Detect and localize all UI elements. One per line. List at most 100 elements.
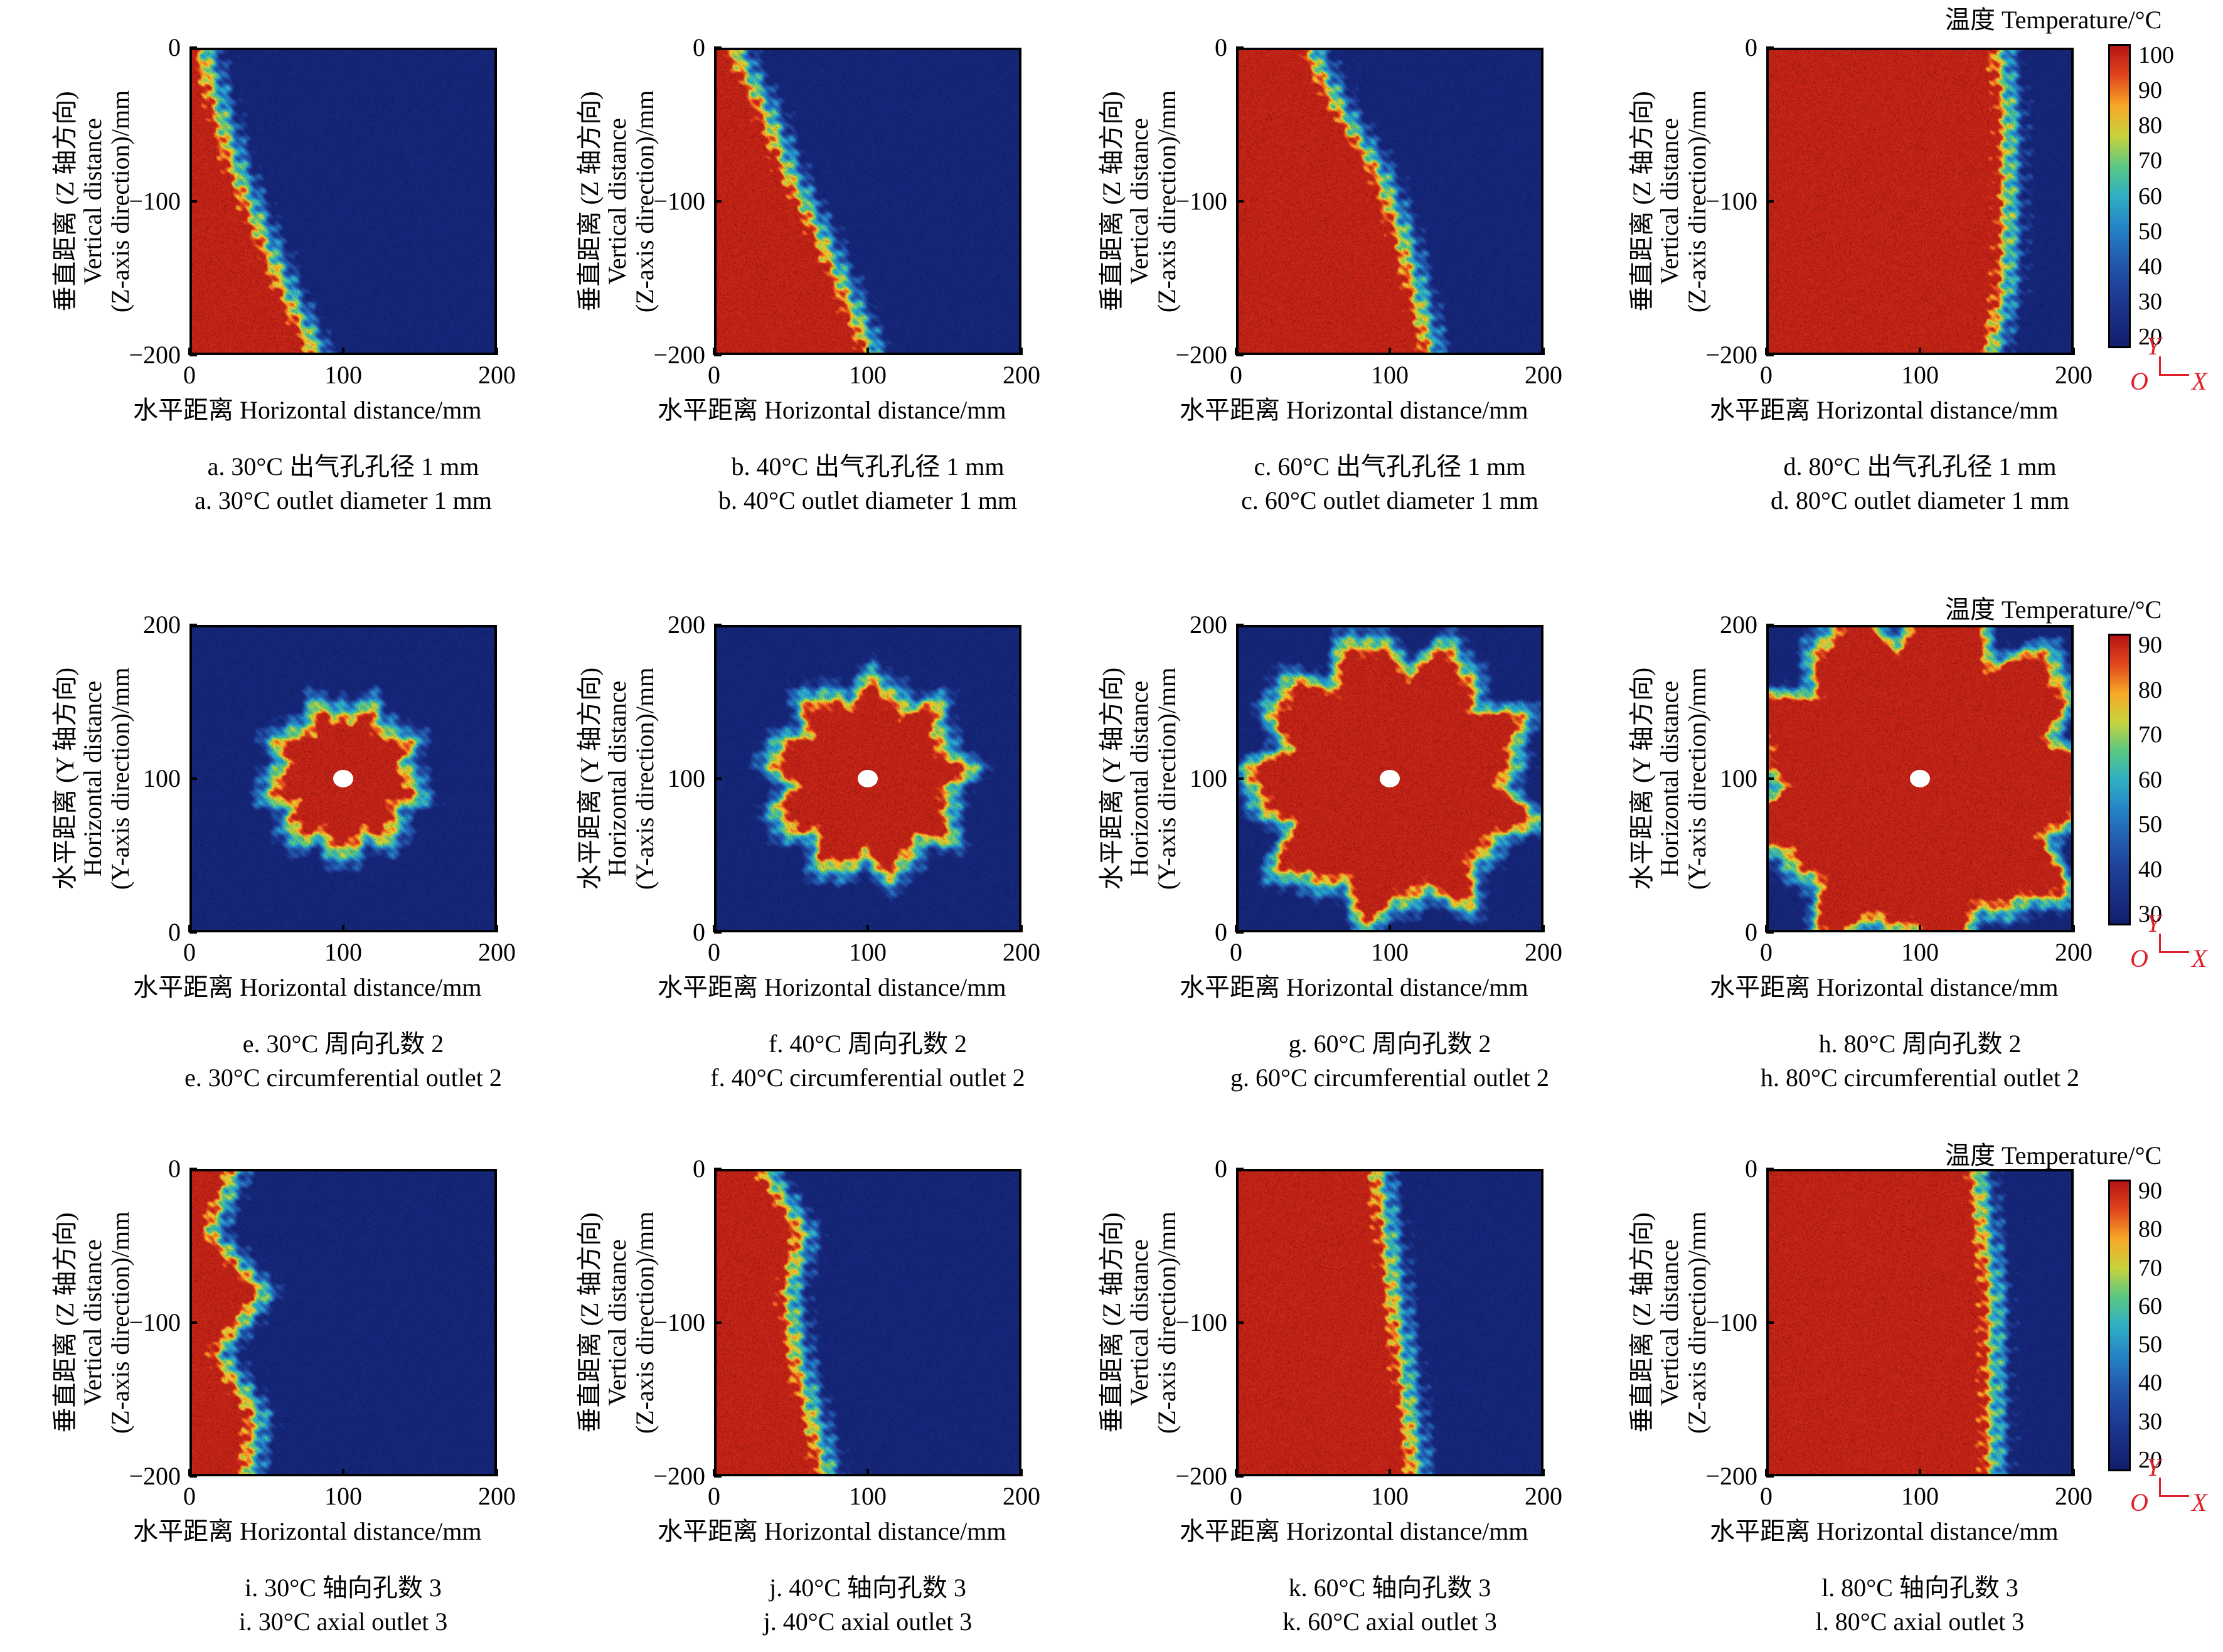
x-tick-label: 0 bbox=[183, 938, 196, 966]
y-tick-mark bbox=[189, 354, 197, 356]
y-tick-label: −100 bbox=[129, 187, 181, 215]
y-tick-mark bbox=[714, 931, 722, 934]
x-tick-label: 200 bbox=[478, 361, 516, 389]
x-tick-label: 0 bbox=[708, 938, 720, 966]
caption-en: d. 80°C outlet diameter 1 mm bbox=[1771, 486, 2069, 514]
y-tick-mark bbox=[189, 1475, 197, 1478]
y-tick-label: −100 bbox=[1175, 187, 1227, 215]
x-tick-mark bbox=[188, 925, 191, 932]
y-tick-mark bbox=[1236, 931, 1244, 934]
caption-cn: g. 60°C 周向孔数 2 bbox=[1288, 1030, 1491, 1058]
axis-indicator-hline bbox=[2159, 374, 2189, 376]
y-tick-mark bbox=[1766, 1321, 1774, 1324]
x-tick-label: 0 bbox=[1760, 1482, 1773, 1510]
y-axis-label-line: 垂直距离 (Z 轴方向) bbox=[1097, 1212, 1126, 1433]
heatmap-canvas-k bbox=[1239, 1171, 1541, 1474]
colorbar bbox=[2108, 44, 2131, 348]
caption-cn: a. 30°C 出气孔孔径 1 mm bbox=[207, 452, 479, 481]
y-axis-label-line: (Z-axis direction)/mm bbox=[631, 90, 659, 313]
heatmap-canvas-l bbox=[1769, 1171, 2071, 1474]
y-tick-label: −200 bbox=[1175, 341, 1227, 369]
colorbar-tick-label: 20 bbox=[2138, 1447, 2162, 1473]
y-axis-label-line: 水平距离 (Y 轴方向) bbox=[51, 667, 79, 890]
y-tick-mark bbox=[714, 1475, 722, 1478]
x-axis-label: 水平距离 Horizontal distance/mm bbox=[658, 1517, 1006, 1545]
x-tick-mark bbox=[1389, 1469, 1391, 1476]
y-axis-label-line: 垂直距离 (Z 轴方向) bbox=[51, 1212, 79, 1433]
x-axis-label: 水平距离 Horizontal distance/mm bbox=[658, 973, 1006, 1001]
caption-en: f. 40°C circumferential outlet 2 bbox=[710, 1063, 1025, 1092]
x-tick-label: 200 bbox=[1003, 938, 1040, 966]
x-tick-label: 100 bbox=[1371, 361, 1409, 389]
y-axis-label-line: Vertical distance bbox=[78, 118, 107, 285]
y-axis-label-line: Vertical distance bbox=[1125, 118, 1153, 285]
colorbar-tick-label: 80 bbox=[2138, 112, 2162, 139]
x-tick-mark bbox=[1389, 348, 1391, 355]
caption-en: c. 60°C outlet diameter 1 mm bbox=[1241, 486, 1538, 514]
colorbar-tick-label: 60 bbox=[2138, 1292, 2162, 1319]
colorbar-tick-label: 60 bbox=[2138, 183, 2162, 210]
colorbar-title: 温度 Temperature/°C bbox=[1945, 1141, 2162, 1170]
y-axis-label-line: 垂直距离 (Z 轴方向) bbox=[575, 1212, 604, 1433]
x-tick-label: 200 bbox=[2055, 1482, 2092, 1510]
y-tick-label: −100 bbox=[1705, 187, 1757, 215]
x-tick-mark bbox=[1919, 1469, 1921, 1476]
y-axis-label-line: (Y-axis direction)/mm bbox=[106, 667, 134, 890]
y-tick-mark bbox=[1236, 46, 1244, 49]
y-tick-label: −200 bbox=[1705, 341, 1757, 369]
x-axis-label: 水平距离 Horizontal distance/mm bbox=[1710, 1517, 2059, 1545]
axis-indicator-hline bbox=[2159, 951, 2189, 953]
y-tick-label: 200 bbox=[1720, 610, 1757, 639]
y-tick-label: −200 bbox=[1705, 1462, 1757, 1490]
y-axis-label: 水平距离 (Y 轴方向) Horizontal distance (Y-axis d… bbox=[575, 616, 659, 942]
heatmap-canvas-i bbox=[192, 1171, 494, 1474]
caption-en: j. 40°C axial outlet 3 bbox=[763, 1607, 973, 1636]
y-tick-mark bbox=[714, 624, 722, 626]
caption-cn: e. 30°C 周向孔数 2 bbox=[242, 1030, 444, 1058]
x-tick-mark bbox=[1020, 348, 1023, 355]
y-tick-label: 0 bbox=[1745, 1154, 1757, 1183]
y-axis-label-line: 垂直距离 (Z 轴方向) bbox=[51, 91, 79, 312]
heatmap-panel-l bbox=[1766, 1169, 2074, 1476]
y-tick-mark bbox=[189, 200, 197, 203]
y-axis-label: 水平距离 (Y 轴方向) Horizontal distance (Y-axis d… bbox=[1097, 616, 1181, 942]
y-tick-label: 200 bbox=[143, 610, 181, 639]
y-tick-mark bbox=[189, 1321, 197, 1324]
y-tick-label: 0 bbox=[1745, 918, 1757, 946]
axis-indicator-origin: O bbox=[2130, 944, 2148, 973]
x-tick-mark bbox=[1542, 925, 1545, 932]
y-tick-mark bbox=[714, 777, 722, 780]
colorbar-tick-label: 50 bbox=[2138, 1331, 2162, 1358]
y-tick-label: −200 bbox=[1175, 1462, 1227, 1490]
colorbar-tick-label: 30 bbox=[2138, 901, 2162, 927]
x-tick-mark bbox=[342, 1469, 344, 1476]
colorbar-tick-label: 90 bbox=[2138, 77, 2162, 104]
colorbar-tick-label: 90 bbox=[2138, 632, 2162, 658]
x-tick-label: 200 bbox=[1525, 1482, 1562, 1510]
caption-en: e. 30°C circumferential outlet 2 bbox=[184, 1063, 502, 1092]
y-tick-label: 0 bbox=[1215, 33, 1227, 61]
y-tick-label: −200 bbox=[129, 1462, 181, 1490]
x-tick-label: 0 bbox=[1760, 361, 1773, 389]
y-tick-label: 0 bbox=[168, 918, 181, 946]
y-axis-label: 垂直距离 (Z 轴方向) Vertical distance (Z-axis dir… bbox=[575, 38, 659, 365]
colorbar-tick-label: 30 bbox=[2138, 288, 2162, 315]
y-tick-mark bbox=[189, 777, 197, 780]
y-tick-mark bbox=[1766, 1475, 1774, 1478]
y-axis-label-line: 水平距离 (Y 轴方向) bbox=[1628, 667, 1656, 890]
y-axis-label-line: (Z-axis direction)/mm bbox=[631, 1211, 659, 1434]
colorbar-tick-label: 30 bbox=[2138, 1408, 2162, 1435]
axis-indicator-y: Y bbox=[2146, 909, 2161, 937]
y-axis-label-line: Horizontal distance bbox=[1125, 680, 1153, 877]
y-axis-label-line: (Z-axis direction)/mm bbox=[1153, 90, 1181, 313]
x-tick-label: 0 bbox=[708, 361, 720, 389]
x-tick-mark bbox=[866, 348, 869, 355]
y-tick-label: 100 bbox=[1720, 764, 1757, 792]
y-tick-label: 100 bbox=[143, 764, 181, 792]
y-axis-label: 垂直距离 (Z 轴方向) Vertical distance (Z-axis dir… bbox=[1097, 1159, 1181, 1486]
x-tick-mark bbox=[342, 348, 344, 355]
y-axis-label: 水平距离 (Y 轴方向) Horizontal distance (Y-axis d… bbox=[1628, 616, 1711, 942]
x-tick-mark bbox=[1919, 925, 1921, 932]
x-tick-label: 200 bbox=[1003, 361, 1040, 389]
